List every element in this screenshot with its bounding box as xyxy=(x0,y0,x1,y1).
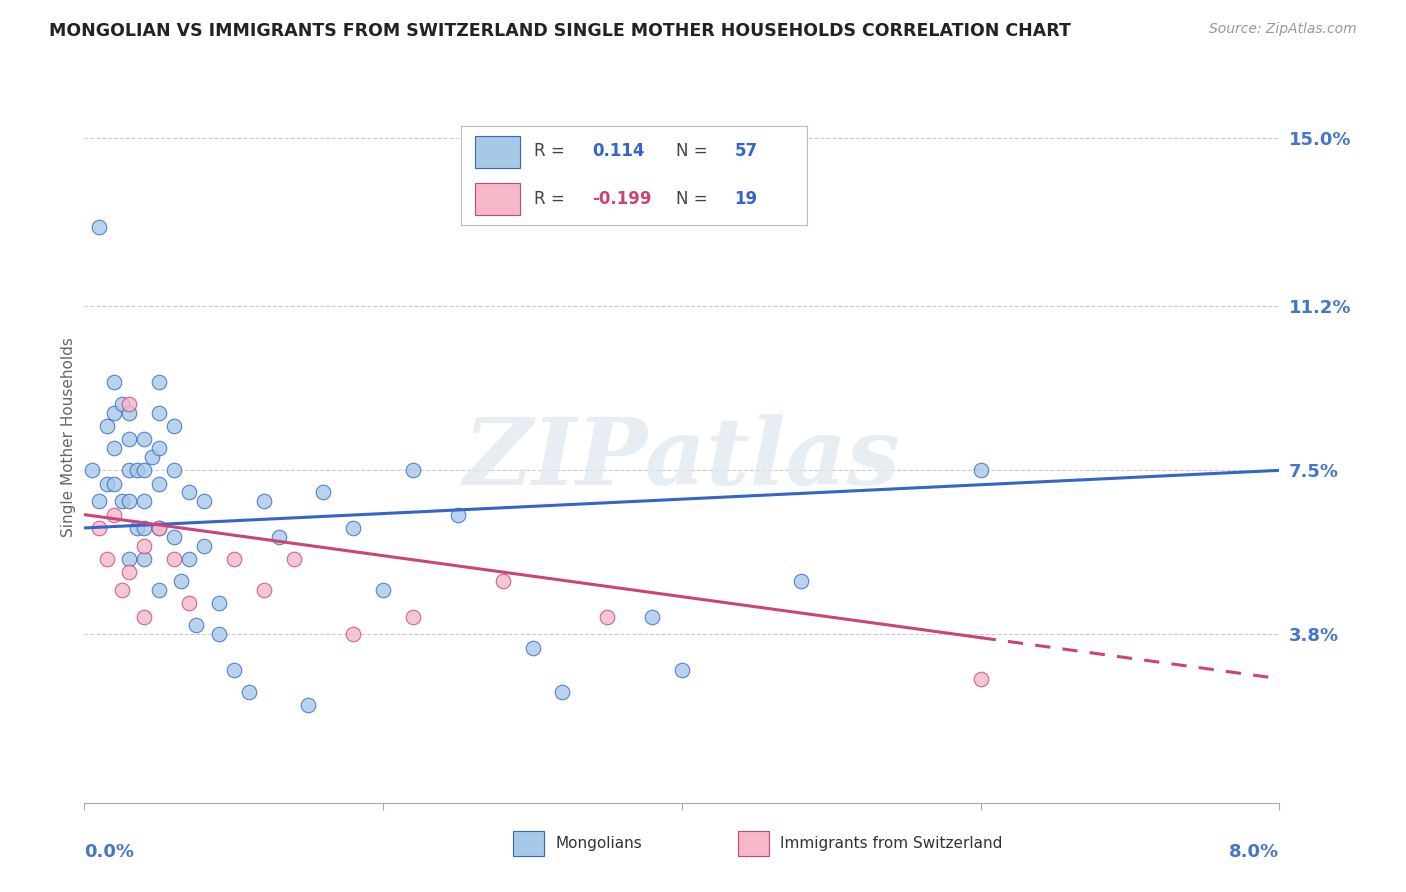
Point xyxy=(89,219,111,234)
Point xyxy=(238,685,260,699)
Point xyxy=(132,463,156,477)
Point xyxy=(312,485,335,500)
Point xyxy=(447,508,470,522)
Point xyxy=(148,476,170,491)
Text: 0.0%: 0.0% xyxy=(84,843,135,861)
Point xyxy=(283,552,305,566)
Point xyxy=(177,552,200,566)
Point xyxy=(163,552,186,566)
Point xyxy=(163,419,186,434)
Point xyxy=(111,397,134,411)
Point xyxy=(118,552,141,566)
Point xyxy=(492,574,515,589)
Text: MONGOLIAN VS IMMIGRANTS FROM SWITZERLAND SINGLE MOTHER HOUSEHOLDS CORRELATION CH: MONGOLIAN VS IMMIGRANTS FROM SWITZERLAND… xyxy=(49,22,1071,40)
Text: ZIPatlas: ZIPatlas xyxy=(464,414,900,504)
Point xyxy=(342,627,364,641)
Point xyxy=(342,521,364,535)
Point xyxy=(80,463,103,477)
Point xyxy=(551,685,574,699)
Text: 8.0%: 8.0% xyxy=(1229,843,1279,861)
Point xyxy=(177,485,200,500)
Point xyxy=(163,530,186,544)
Point xyxy=(253,582,276,597)
Point xyxy=(96,419,118,434)
Point xyxy=(193,539,215,553)
Point xyxy=(402,609,425,624)
Point xyxy=(89,521,111,535)
Point xyxy=(170,574,193,589)
Point xyxy=(111,582,134,597)
Point xyxy=(208,627,231,641)
Point xyxy=(118,494,141,508)
Point xyxy=(118,463,141,477)
Point xyxy=(297,698,319,713)
Point xyxy=(125,521,148,535)
Point xyxy=(208,596,231,610)
Point xyxy=(148,582,170,597)
Point xyxy=(522,640,544,655)
Point xyxy=(89,494,111,508)
Point xyxy=(148,406,170,420)
Point xyxy=(118,566,141,580)
Point xyxy=(148,441,170,455)
Point xyxy=(177,596,200,610)
Text: Source: ZipAtlas.com: Source: ZipAtlas.com xyxy=(1209,22,1357,37)
Point xyxy=(222,663,245,677)
Point xyxy=(402,463,425,477)
Point xyxy=(267,530,290,544)
Point xyxy=(253,494,276,508)
Point xyxy=(148,375,170,389)
Point xyxy=(96,476,118,491)
Point xyxy=(671,663,693,677)
Point xyxy=(790,574,813,589)
Point xyxy=(596,609,619,624)
Point xyxy=(132,552,156,566)
Point xyxy=(103,406,125,420)
Point xyxy=(373,582,395,597)
Point xyxy=(118,432,141,446)
Text: Mongolians: Mongolians xyxy=(555,837,643,851)
Point xyxy=(132,432,156,446)
Point xyxy=(193,494,215,508)
Point xyxy=(641,609,664,624)
Point xyxy=(125,463,148,477)
Point xyxy=(132,609,156,624)
Point xyxy=(96,552,118,566)
Point xyxy=(132,539,156,553)
Text: Immigrants from Switzerland: Immigrants from Switzerland xyxy=(780,837,1002,851)
Point xyxy=(103,375,125,389)
Point xyxy=(118,406,141,420)
Point xyxy=(141,450,163,464)
Point xyxy=(103,508,125,522)
Point xyxy=(970,672,993,686)
Point xyxy=(132,521,156,535)
Point xyxy=(970,463,993,477)
Point xyxy=(148,521,170,535)
Point xyxy=(118,397,141,411)
Point xyxy=(103,476,125,491)
Point xyxy=(163,463,186,477)
Point xyxy=(222,552,245,566)
Point xyxy=(132,494,156,508)
Point xyxy=(103,441,125,455)
Y-axis label: Single Mother Households: Single Mother Households xyxy=(60,337,76,537)
Point xyxy=(148,521,170,535)
Point xyxy=(111,494,134,508)
Point xyxy=(186,618,208,632)
